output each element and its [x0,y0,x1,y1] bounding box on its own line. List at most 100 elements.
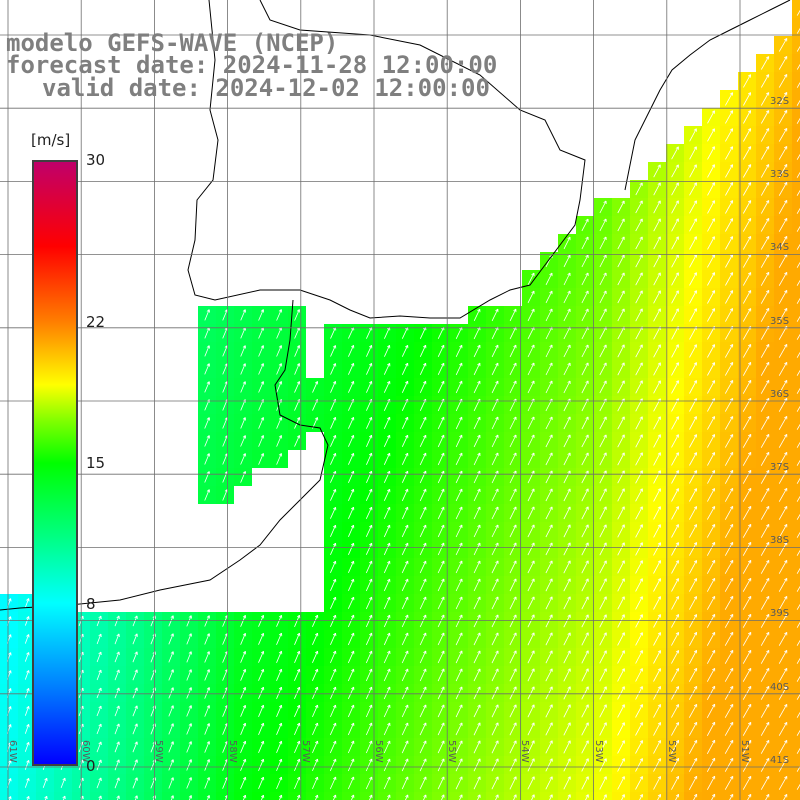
wind-arrow-head [278,650,282,654]
wind-arrow-head [206,633,210,636]
wind-arrow [796,279,800,286]
wind-arrow-head [8,598,11,601]
wind-arrow-head [26,777,29,781]
wind-arrow [796,423,800,430]
wind-speed-cell [468,792,486,800]
wind-arrow-head [278,381,282,384]
wind-speed-cell [90,792,108,800]
wind-arrow-head [405,686,409,690]
wind-arrow-head [639,380,643,383]
wind-arrow [62,795,66,800]
wind-arrow [242,795,246,800]
model-title: modelo GEFS-WAVE (NCEP) [6,29,339,57]
wind-arrow-head [170,633,174,636]
wind-arrow [366,381,372,393]
wind-arrow [707,290,715,304]
wind-arrow-head [206,345,210,348]
wind-arrow-head [729,451,733,455]
wind-arrow [96,759,102,771]
wind-arrow-head [784,469,788,473]
wind-arrow-head [531,398,535,402]
wind-arrow-head [531,362,535,366]
wind-arrow [437,776,445,790]
wind-arrow [796,729,800,736]
wind-arrow-head [549,344,553,348]
wind-arrow [24,724,30,734]
wind-arrow-head [26,634,29,637]
wind-arrow [401,363,409,375]
wind-arrow [455,614,463,628]
wind-arrow [366,453,372,465]
wind-arrow [760,200,770,214]
wind-arrow [689,632,697,646]
wind-arrow-head [567,344,571,348]
wind-arrow-head [585,740,589,743]
wind-arrow [545,722,553,736]
wind-arrow-head [766,523,770,527]
wind-arrow [778,758,788,772]
wind-arrow [724,416,734,430]
wind-arrow [491,560,499,574]
wind-arrow-head [729,308,733,311]
wind-arrow [365,740,373,754]
wind-arrow-head [423,560,427,564]
wind-speed-cell [792,0,800,18]
wind-arrow-head [747,703,752,707]
wind-arrow-head [116,651,120,655]
wind-arrow-head [116,777,120,781]
wind-arrow-head [224,651,228,654]
wind-arrow [455,668,463,682]
wind-arrow [437,327,445,339]
wind-arrow [437,416,445,430]
wind-arrow [168,615,174,627]
wind-arrow-head [675,452,679,455]
wind-arrow [707,110,715,124]
wind-arrow [707,416,715,430]
wind-arrow [760,416,770,430]
wind-arrow [778,524,788,538]
wind-arrow-head [260,381,264,384]
wind-arrow-head [711,164,715,167]
wind-arrow-head [603,542,607,545]
wind-arrow [796,477,800,484]
wind-arrow-head [675,650,679,653]
wind-arrow-head [621,416,625,419]
wind-arrow-head [134,633,138,637]
wind-arrow-head [639,470,643,473]
wind-arrow [276,381,282,393]
longitude-label: 55W [446,740,458,763]
wind-arrow [689,416,697,430]
wind-arrow-head [784,703,788,707]
wind-arrow-head [332,434,336,438]
wind-arrow [455,488,463,502]
wind-arrow-head [711,595,715,599]
wind-arrow [186,615,192,627]
wind-arrow-head [26,742,29,745]
wind-arrow [401,686,409,700]
wind-arrow-head [567,614,571,617]
wind-arrow-head [603,686,607,689]
wind-arrow [509,506,517,520]
wind-arrow [725,290,733,304]
wind-arrow-head [621,740,625,743]
wind-arrow-head [585,488,589,491]
wind-speed-cell [792,288,800,306]
wind-arrow-head [784,685,788,689]
wind-arrow [348,363,354,375]
wind-arrow-head [278,632,282,636]
wind-arrow [617,542,625,556]
wind-arrow [258,309,264,321]
wind-arrow [635,434,643,448]
wind-arrow [383,668,391,682]
wind-arrow-head [784,271,788,275]
wind-arrow-head [369,596,372,600]
wind-arrow [563,416,571,430]
wind-arrow [186,669,192,681]
wind-speed-cell [792,252,800,270]
wind-arrow [760,272,770,286]
wind-arrow [689,308,697,322]
wind-arrow [240,759,246,771]
wind-arrow [688,758,698,772]
wind-arrow-head [621,272,625,275]
wind-arrow-head [675,596,679,599]
